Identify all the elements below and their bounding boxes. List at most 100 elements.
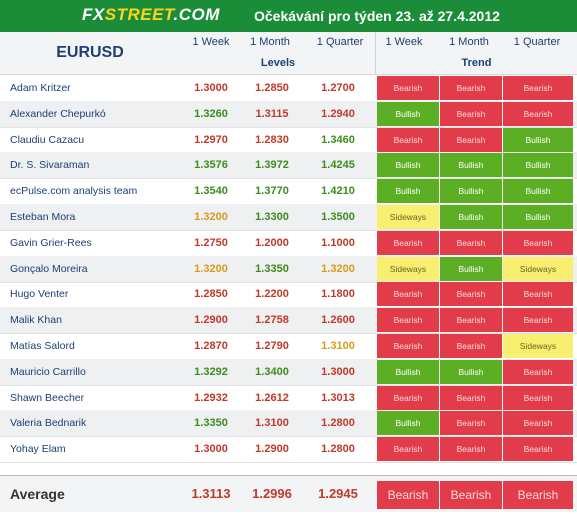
trend-1month-bearish: Bearish (440, 76, 502, 100)
trend-1week-bearish: Bearish (377, 282, 439, 307)
analyst-name[interactable]: Yohay Elam (10, 443, 66, 456)
trend-col-1month: 1 Month (449, 36, 489, 48)
level-1week: 1.3576 (194, 159, 228, 172)
levels-col-1quarter: 1 Quarter (316, 36, 364, 48)
trend-1month-bearish: Bearish (440, 282, 502, 307)
trend-1month-bearish: Bearish (440, 385, 502, 410)
average-level-1week: 1.3113 (191, 486, 231, 501)
analyst-name[interactable]: ecPulse.com analysis team (10, 185, 138, 198)
page-title: Očekávání pro týden 23. až 27.4.2012 (254, 8, 500, 24)
average-level-1month: 1.2996 (252, 486, 292, 501)
analyst-name[interactable]: Esteban Mora (10, 211, 76, 223)
level-1quarter: 1.3500 (321, 211, 355, 223)
level-1month: 1.3100 (255, 417, 289, 430)
trend-1month-bullish: Bullish (440, 179, 502, 204)
analyst-name[interactable]: Alexander Chepurkó (10, 107, 106, 120)
trend-1week-bullish: Bullish (377, 179, 439, 204)
level-1week: 1.3260 (194, 107, 228, 120)
level-1quarter: 1.2600 (321, 314, 355, 327)
level-1quarter: 1.4210 (321, 185, 355, 198)
analyst-name[interactable]: Mauricio Carrillo (10, 365, 86, 378)
level-1month: 1.3400 (255, 365, 289, 378)
trend-1quarter-bearish: Bearish (503, 437, 573, 462)
analyst-name[interactable]: Gonçalo Moreira (10, 262, 88, 275)
table-row: Claudiu Cazacu 1.2970 1.2830 1.3460 Bearish B… (0, 127, 577, 154)
analyst-name[interactable]: Shawn Beecher (10, 391, 85, 404)
header-bar: FXSTREET.COM Očekávání pro týden 23. až … (0, 0, 577, 32)
levels-group-label: Levels (260, 57, 296, 69)
trend-1quarter-sideways: Sideways (503, 334, 573, 358)
trend-1month-bearish: Bearish (440, 437, 502, 462)
table-row: Esteban Mora 1.3200 1.3300 1.3500 Sideways Bu… (0, 204, 577, 231)
trend-1week-bearish: Bearish (377, 334, 439, 358)
table-row: Malik Khan 1.2900 1.2758 1.2600 Bearish Beari… (0, 307, 577, 335)
level-1month: 1.3300 (255, 211, 289, 223)
trend-1week-bearish: Bearish (377, 437, 439, 462)
trend-1quarter-bearish: Bearish (503, 411, 573, 436)
trend-1week-bullish: Bullish (377, 359, 439, 384)
logo-street: STREET (104, 5, 174, 24)
trend-1week-bearish: Bearish (377, 230, 439, 255)
trend-group-label: Trend (461, 57, 492, 69)
table-row: Matías Salord 1.2870 1.2790 1.3100 Bearish Be… (0, 333, 577, 360)
levels-col-1week: 1 Week (192, 36, 230, 48)
table-row: Valeria Bednarik 1.3350 1.3100 1.2800 Bullis… (0, 410, 577, 438)
analyst-name[interactable]: Dr. S. Sivaraman (10, 159, 90, 172)
level-1quarter: 1.3000 (321, 365, 355, 378)
trend-1quarter-bearish: Bearish (503, 385, 573, 410)
analyst-name[interactable]: Matías Salord (10, 340, 75, 352)
currency-pair-label: EURUSD (56, 44, 124, 61)
level-1week: 1.3200 (194, 262, 228, 275)
analyst-name[interactable]: Claudiu Cazacu (10, 133, 85, 146)
trend-1month-bullish: Bullish (440, 256, 502, 281)
trend-1quarter-bearish: Bearish (503, 359, 573, 384)
level-1quarter: 1.1000 (321, 236, 355, 249)
average-trend-1quarter: Bearish (503, 481, 573, 509)
analyst-name[interactable]: Hugo Venter (10, 288, 69, 301)
level-1week: 1.2900 (194, 314, 228, 327)
level-1quarter: 1.2700 (321, 82, 355, 94)
average-label: Average (10, 486, 65, 502)
table-row: Shawn Beecher 1.2932 1.2612 1.3013 Bearish Be… (0, 385, 577, 412)
trend-1week-bearish: Bearish (377, 385, 439, 410)
fxstreet-logo[interactable]: FXSTREET.COM (82, 5, 220, 25)
level-1month: 1.2790 (255, 340, 289, 352)
level-1week: 1.2932 (194, 391, 228, 404)
level-1month: 1.3972 (255, 159, 289, 172)
logo-fx: FX (82, 5, 105, 24)
trend-1month-bearish: Bearish (440, 411, 502, 436)
average-trend-1month: Bearish (440, 481, 502, 509)
level-1quarter: 1.2800 (321, 443, 355, 456)
table-row: Alexander Chepurkó 1.3260 1.3115 1.2940 Bull… (0, 100, 577, 128)
trend-1quarter-bullish: Bullish (503, 179, 573, 204)
analyst-name[interactable]: Gavin Grier-Rees (10, 236, 92, 249)
table-row: Mauricio Carrillo 1.3292 1.3400 1.3000 Bulli… (0, 358, 577, 386)
level-1quarter: 1.3013 (321, 391, 355, 404)
analyst-name[interactable]: Malik Khan (10, 314, 62, 327)
level-1month: 1.2200 (255, 288, 289, 301)
analyst-name[interactable]: Valeria Bednarik (10, 417, 87, 430)
trend-1month-bearish: Bearish (440, 101, 502, 126)
trend-1week-bearish: Bearish (377, 76, 439, 100)
table-header: EURUSD 1 Week 1 Month 1 Quarter 1 Week 1… (0, 32, 577, 75)
level-1quarter: 1.1800 (321, 288, 355, 301)
table-row: ecPulse.com analysis team 1.3540 1.3770 1.4… (0, 178, 577, 206)
level-1month: 1.2830 (255, 133, 289, 146)
trend-1month-bullish: Bullish (440, 359, 502, 384)
level-1week: 1.3540 (194, 185, 228, 198)
trend-1week-bullish: Bullish (377, 411, 439, 436)
level-1week: 1.3292 (194, 365, 228, 378)
trend-1month-bearish: Bearish (440, 334, 502, 358)
level-1week: 1.3000 (194, 82, 228, 94)
trend-1quarter-bearish: Bearish (503, 282, 573, 307)
trend-1quarter-bullish: Bullish (503, 127, 573, 152)
table-row: Hugo Venter 1.2850 1.2200 1.1800 Bearish Bear… (0, 281, 577, 309)
analyst-name[interactable]: Adam Kritzer (10, 82, 71, 94)
level-1month: 1.2900 (255, 443, 289, 456)
average-level-1quarter: 1.2945 (318, 486, 358, 501)
level-1month: 1.3770 (255, 185, 289, 198)
table-row: Gavin Grier-Rees 1.2750 1.2000 1.1000 Bearis… (0, 230, 577, 257)
level-1week: 1.2850 (194, 288, 228, 301)
level-1month: 1.2758 (255, 314, 289, 327)
